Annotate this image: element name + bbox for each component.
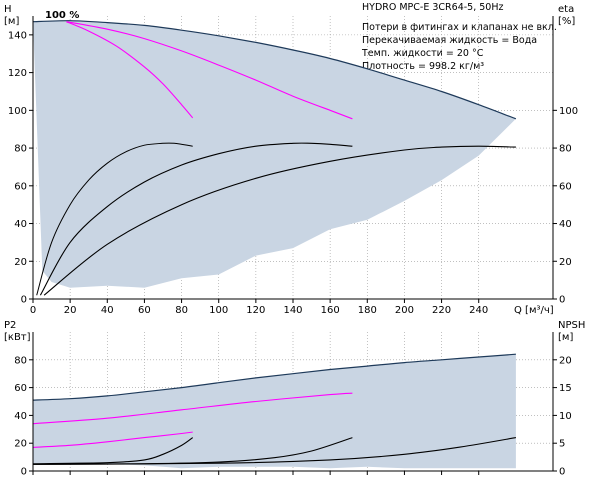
x-tick-label: 140 <box>283 305 302 316</box>
top-left-tick-label: 120 <box>8 68 27 79</box>
bot-right-tick-label: 5 <box>559 439 565 450</box>
top-head-curve-0 <box>66 21 194 119</box>
bot-envelope-edge <box>32 353 516 401</box>
x-tick-label: 120 <box>246 305 265 316</box>
info-line-liquid: Перекачиваемая жидкость = Вода <box>362 35 537 46</box>
info-line-fittings: Потери в фитингах и клапанах не вкл. <box>362 22 557 33</box>
bot-left-tick-label: 80 <box>14 355 27 366</box>
top-right-tick-label: 100 <box>559 106 578 117</box>
top-right-tick-label: 60 <box>559 181 572 192</box>
head-axis-label: H <box>4 4 12 15</box>
top-left-tick-label: 140 <box>8 30 27 41</box>
x-tick-label: 180 <box>358 305 377 316</box>
x-tick-label: 220 <box>432 305 451 316</box>
top-left-tick-label: 0 <box>21 295 27 306</box>
info-line-temperature: Темп. жидкости = 20 °C <box>361 48 484 59</box>
head-axis-unit: [м] <box>4 16 19 27</box>
top-efficiency-curve-4 <box>43 145 516 296</box>
top-envelope-edge <box>32 20 517 120</box>
x-tick-label: 160 <box>321 305 340 316</box>
flow-axis-label: Q [м³/ч] <box>514 305 554 316</box>
bot-right-tick-label: 15 <box>559 383 572 394</box>
bot-right-tick-label: 0 <box>559 467 565 478</box>
x-tick-label: 20 <box>64 305 77 316</box>
x-tick-label: 0 <box>30 305 36 316</box>
x-tick-label: 40 <box>101 305 114 316</box>
bot-left-tick-label: 20 <box>14 439 27 450</box>
bot-npsh-curve-2 <box>32 437 194 465</box>
x-tick-label: 240 <box>469 305 488 316</box>
npsh-axis-unit: [м] <box>558 332 573 343</box>
bot-operating-envelope <box>33 354 516 469</box>
x-tick-label: 200 <box>395 305 414 316</box>
bot-left-tick-label: 0 <box>21 467 27 478</box>
chart-title: HYDRO MPC-E 3CR64-5, 50Hz <box>362 2 503 13</box>
top-left-tick-label: 80 <box>14 144 27 155</box>
power-npsh-panel: P2 [кВт] NPSH [м] 0 20 40 60 80 0 5 10 15 20 <box>4 320 585 478</box>
top-right-tick-label: 20 <box>559 257 572 268</box>
efficiency-axis-unit: [%] <box>558 16 575 27</box>
top-efficiency-curve-3 <box>39 142 353 296</box>
bot-power-curve-1 <box>32 392 353 425</box>
top-left-tick-label: 20 <box>14 257 27 268</box>
bot-envelope-layer <box>32 353 516 469</box>
top-left-tick-label: 100 <box>8 106 27 117</box>
top-operating-envelope <box>33 20 516 288</box>
bot-left-tick-label: 40 <box>14 411 27 422</box>
top-head-curve-1 <box>66 21 353 120</box>
x-tick-label: 80 <box>175 305 188 316</box>
head-efficiency-panel: H [м] eta [%] HYDRO MPC-E 3CR64-5, 50Hz … <box>4 2 578 316</box>
top-efficiency-curve-2 <box>36 142 193 296</box>
info-line-density: Плотность = 998.2 кг/м³ <box>362 61 484 72</box>
top-envelope-layer <box>32 20 517 288</box>
power-axis-label: P2 <box>4 320 16 331</box>
bot-right-tick-label: 20 <box>559 355 572 366</box>
bot-left-tick-label: 60 <box>14 383 27 394</box>
top-curves <box>36 21 516 296</box>
top-right-tick-label: 0 <box>559 295 565 306</box>
power-axis-unit: [кВт] <box>4 332 31 343</box>
x-tick-label: 60 <box>138 305 151 316</box>
efficiency-axis-label: eta <box>558 4 574 15</box>
top-right-tick-label: 80 <box>559 144 572 155</box>
npsh-axis-label: NPSH <box>558 320 585 331</box>
x-tick-label: 100 <box>209 305 228 316</box>
top-left-tick-label: 60 <box>14 181 27 192</box>
bot-npsh-curve-4 <box>32 437 516 465</box>
top-right-tick-label: 40 <box>559 219 572 230</box>
speed-label: 100 % <box>45 10 79 21</box>
bot-curves <box>32 392 516 465</box>
bot-right-tick-label: 10 <box>559 411 572 422</box>
bot-power-curve-0 <box>32 431 193 448</box>
top-left-tick-label: 40 <box>14 219 27 230</box>
